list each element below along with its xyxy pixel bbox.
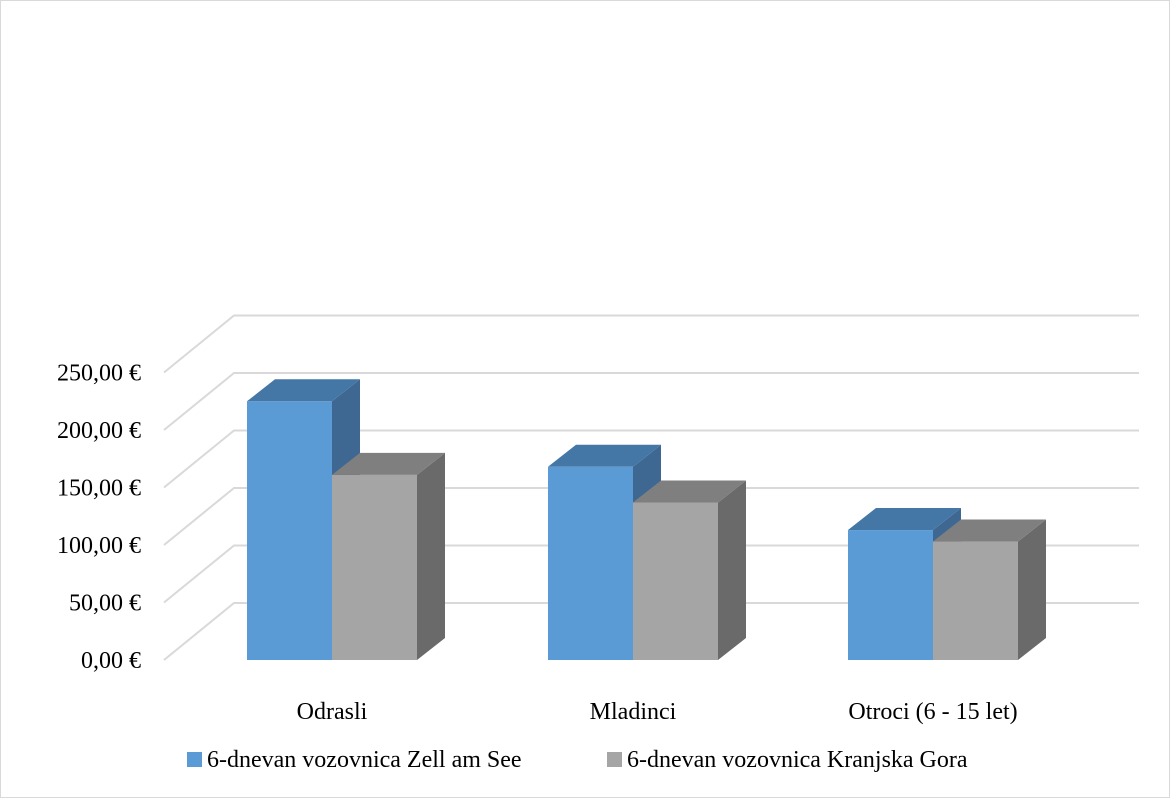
bar-kranjska-gora-3 [933, 519, 1046, 660]
gridline [163, 314, 1139, 374]
bar-top-face [933, 519, 1046, 542]
bars [247, 379, 1046, 660]
x-category-label: Odrasli [297, 699, 368, 725]
gridline [163, 544, 1139, 604]
legend: 6-dnevan vozovnica Zell am See 6-dnevan v… [187, 747, 968, 773]
bar-kranjska-gora-2 [633, 480, 746, 660]
bar-side-face [417, 452, 445, 660]
gridlines [163, 314, 1139, 661]
y-tick-label: 250,00 € [57, 361, 141, 387]
bar-kranjska-gora-1 [332, 452, 445, 660]
y-axis-ticks: 0,00 € 50,00 € 100,00 € 150,00 € 200,00 € 250… [57, 361, 141, 675]
y-tick-label: 150,00 € [57, 476, 141, 502]
bar-front-face [247, 401, 332, 660]
bar-top-face [332, 452, 445, 475]
gridline [163, 372, 1139, 431]
x-category-label: Otroci (6 - 15 let) [848, 699, 1017, 725]
bar-front-face [633, 502, 718, 660]
bar-side-face [1018, 519, 1046, 660]
x-axis-categories: Odrasli Mladinci Otroci (6 - 15 let) [297, 699, 1018, 725]
legend-swatch [607, 752, 622, 767]
bar-front-face [332, 474, 417, 660]
bar-side-face [718, 480, 746, 660]
gridline [163, 487, 1139, 546]
y-tick-label: 100,00 € [57, 533, 141, 559]
legend-swatch [187, 752, 202, 767]
x-category-label: Mladinci [590, 699, 677, 725]
bar-top-face [633, 480, 746, 503]
y-tick-label: 50,00 € [69, 591, 141, 617]
legend-label: 6-dnevan vozovnica Kranjska Gora [627, 747, 968, 773]
legend-label: 6-dnevan vozovnica Zell am See [207, 747, 522, 773]
y-tick-label: 0,00 € [81, 648, 141, 674]
y-tick-label: 200,00 € [57, 418, 141, 444]
bar-front-face [548, 466, 633, 660]
bar-top-face [247, 379, 360, 402]
gridline [163, 602, 1139, 661]
gridline [163, 429, 1139, 489]
bar-top-face [548, 444, 661, 467]
bar-front-face [933, 541, 1018, 660]
bar-front-face [848, 530, 933, 660]
bar-top-face [848, 508, 961, 531]
